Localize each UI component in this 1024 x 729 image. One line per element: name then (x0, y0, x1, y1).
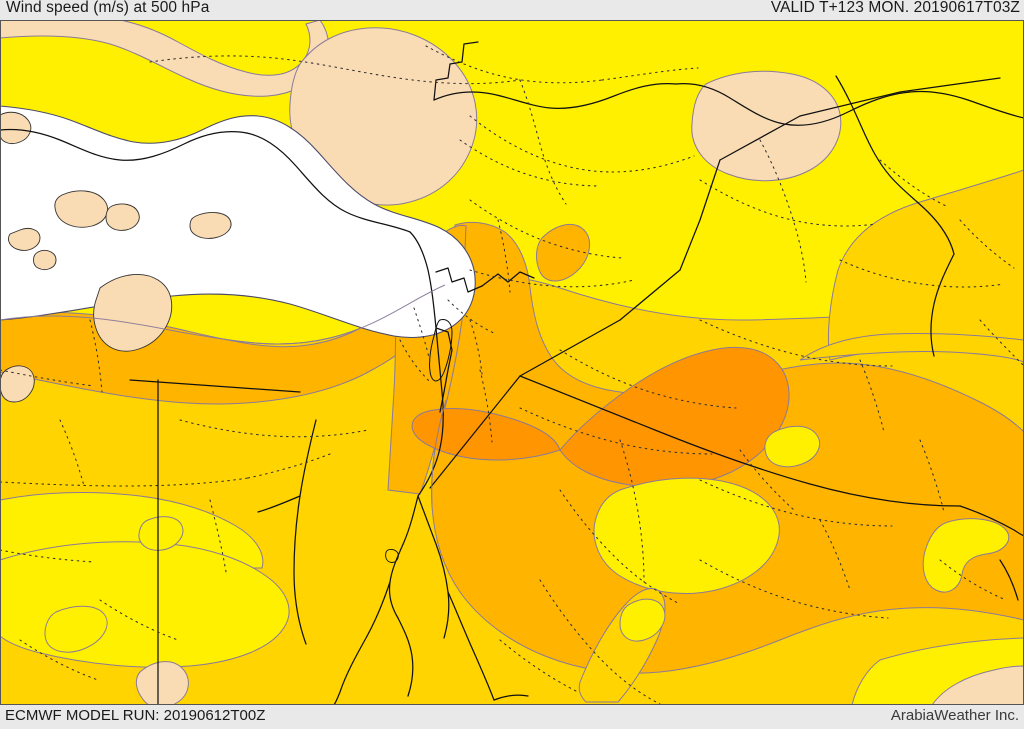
pocket-yellow-far-east (922, 518, 1010, 593)
blob-peach-libya (135, 661, 189, 705)
pocket-yellow-tiny-nw (138, 516, 184, 551)
forecast-map[interactable] (0, 20, 1024, 705)
pocket-yellow-arabia (593, 477, 780, 595)
aegean-islands (0, 111, 173, 403)
band-deep-orange-tail (411, 408, 561, 461)
band-orange-blob-north (536, 223, 591, 282)
island-small (189, 212, 232, 239)
footer-bar: ECMWF MODEL RUN: 20190612T00Z ArabiaWeat… (0, 705, 1024, 729)
map-canvas[interactable] (0, 20, 1024, 705)
page-title: Wind speed (m/s) at 500 hPa (6, 0, 210, 16)
band-peach-ne-iraq (691, 70, 842, 182)
isotach-contours (0, 284, 447, 507)
valid-time-label: VALID T+123 MON. 20190617T03Z (770, 0, 1020, 16)
provider-label: ArabiaWeather Inc. (890, 707, 1019, 724)
pocket-yellow-iraq-small (619, 598, 666, 642)
band-gold-ne-strip (799, 332, 1024, 363)
pocket-yellow-small-east (764, 425, 820, 468)
model-run-label: ECMWF MODEL RUN: 20190612T00Z (5, 707, 266, 724)
band-peach-se (931, 665, 1024, 705)
band-peach-cyprus-region (289, 27, 478, 206)
header-bar: Wind speed (m/s) at 500 hPa VALID T+123 … (0, 0, 1024, 20)
admin-boundaries (0, 45, 1024, 705)
pocket-yellow-small-libya (44, 605, 108, 653)
country-borders (0, 41, 1024, 705)
